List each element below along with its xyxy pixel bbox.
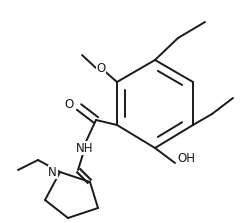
Text: N: N	[48, 165, 57, 178]
Text: O: O	[65, 99, 74, 112]
Text: OH: OH	[177, 152, 195, 165]
Text: NH: NH	[76, 142, 94, 155]
Text: O: O	[96, 62, 106, 74]
